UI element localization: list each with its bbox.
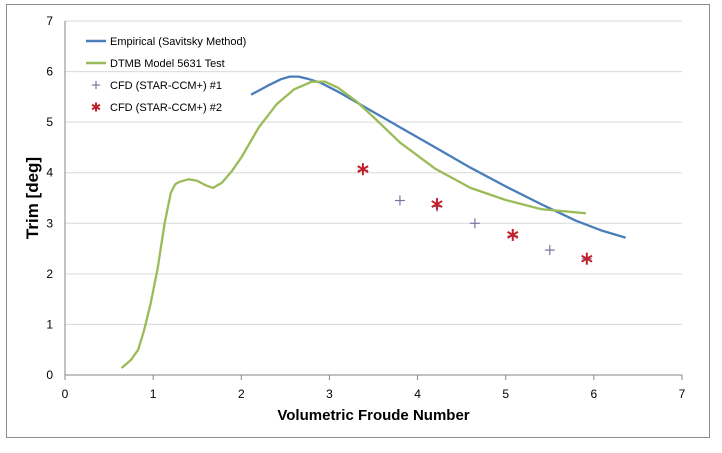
legend-item: Empirical (Savitsky Method) <box>86 36 246 48</box>
x-tick-label: 2 <box>238 387 245 401</box>
y-axis-title: Trim [deg] <box>23 157 42 239</box>
data-point-series-2 <box>544 245 555 256</box>
y-tick-label: 4 <box>46 166 53 180</box>
data-point-series-2 <box>469 218 480 229</box>
legend-label: DTMB Model 5631 Test <box>110 58 225 70</box>
data-point-series-3 <box>357 163 369 176</box>
axes <box>64 21 683 380</box>
y-tick-label: 7 <box>46 14 53 28</box>
legend-label: CFD (STAR-CCM+) #1 <box>110 80 222 92</box>
y-tick-label: 2 <box>46 267 53 281</box>
y-tick-label: 0 <box>46 368 53 382</box>
legend-item: DTMB Model 5631 Test <box>86 58 225 70</box>
legend-item: CFD (STAR-CCM+) #1 <box>92 80 222 92</box>
data-point-series-3 <box>507 228 519 241</box>
y-tick-label: 5 <box>46 115 53 129</box>
x-tick-label: 1 <box>150 387 157 401</box>
legend-swatch <box>92 81 100 89</box>
legend-swatch <box>91 102 101 112</box>
tick-labels: 0 1 2 3 4 5 6 7 0 1 2 3 4 5 6 7 <box>46 14 685 401</box>
legend-item: CFD (STAR-CCM+) #2 <box>91 102 222 114</box>
legend-label: CFD (STAR-CCM+) #2 <box>110 102 222 114</box>
series-line-0 <box>250 75 626 239</box>
data-point-series-3 <box>431 198 443 211</box>
data-point-series-2 <box>394 195 405 206</box>
gridlines <box>65 20 682 325</box>
legend: Empirical (Savitsky Method) DTMB Model 56… <box>86 36 246 114</box>
x-tick-label: 3 <box>326 387 333 401</box>
x-tick-label: 0 <box>62 387 69 401</box>
legend-label: Empirical (Savitsky Method) <box>110 36 246 48</box>
series-layer <box>121 75 626 369</box>
series-line-1 <box>121 80 587 369</box>
y-tick-label: 1 <box>46 317 53 331</box>
x-tick-label: 4 <box>414 387 421 401</box>
y-tick-label: 6 <box>46 65 53 79</box>
x-tick-label: 7 <box>679 387 686 401</box>
x-tick-label: 6 <box>591 387 598 401</box>
y-tick-label: 3 <box>46 216 53 230</box>
data-point-series-3 <box>581 252 593 265</box>
x-axis-title: Volumetric Froude Number <box>277 407 469 424</box>
x-tick-label: 5 <box>502 387 509 401</box>
